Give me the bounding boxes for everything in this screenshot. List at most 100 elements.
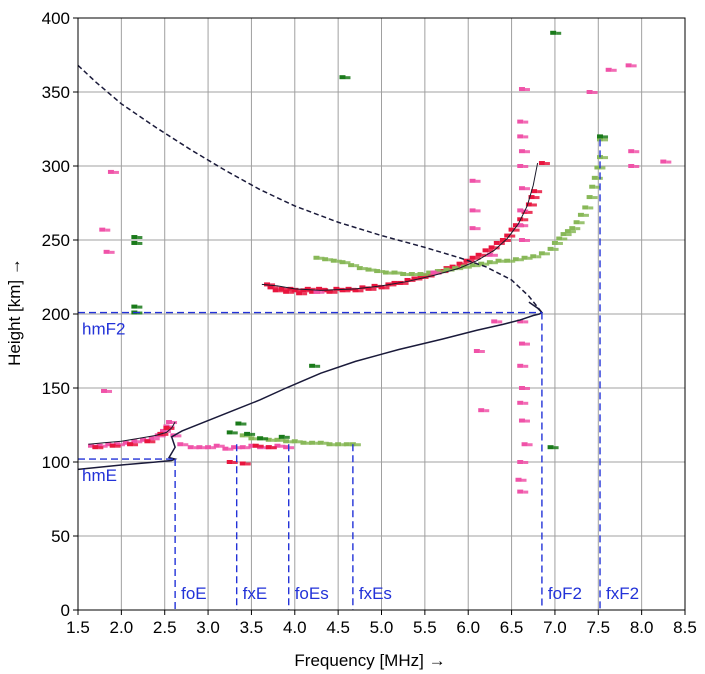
data-point: [99, 227, 106, 232]
data-point: [113, 170, 119, 174]
data-point: [211, 446, 217, 450]
data-point: [258, 444, 264, 448]
y-tick-label: 100: [42, 453, 70, 472]
data-point: [547, 445, 554, 450]
data-point: [287, 286, 294, 291]
y-tick-label: 200: [42, 305, 70, 324]
data-point: [475, 227, 481, 231]
data-point: [245, 446, 251, 450]
e-trace-fit: [88, 421, 176, 445]
data-point: [165, 429, 171, 433]
x-tick-label: 7.5: [586, 618, 610, 637]
data-point: [517, 363, 524, 368]
data-point: [98, 446, 104, 450]
data-point: [120, 443, 126, 447]
data-point: [348, 263, 355, 268]
data-point: [666, 160, 672, 164]
data-point: [481, 253, 487, 257]
data-point: [137, 236, 143, 240]
data-point: [365, 286, 372, 291]
data-point: [521, 442, 528, 447]
data-point: [300, 440, 307, 445]
data-point: [289, 290, 295, 294]
data-point: [524, 387, 530, 390]
data-point: [131, 304, 138, 309]
data-point: [536, 255, 542, 259]
data-point: [284, 435, 290, 439]
data-point: [131, 240, 138, 245]
data-point: [475, 179, 481, 183]
data-point: [603, 156, 609, 160]
data-point: [484, 409, 490, 413]
data-point: [499, 238, 506, 242]
data-point: [488, 245, 495, 250]
data-point: [475, 264, 481, 268]
data-point: [105, 442, 112, 447]
data-point: [553, 446, 559, 450]
data-point: [515, 477, 522, 482]
data-point: [538, 251, 545, 256]
series-noise: [99, 63, 672, 494]
data-point: [586, 90, 593, 94]
data-point: [473, 349, 480, 353]
data-point: [547, 246, 554, 251]
data-point: [339, 288, 346, 293]
data-point: [306, 441, 312, 445]
data-point: [280, 444, 286, 448]
data-point: [332, 290, 338, 294]
data-point: [458, 267, 464, 271]
data-point: [107, 389, 113, 393]
data-point: [600, 166, 606, 170]
data-point: [408, 272, 415, 277]
data-point: [248, 443, 255, 448]
data-point: [328, 258, 334, 262]
data-point: [278, 286, 285, 291]
data-point: [426, 270, 433, 275]
data-point: [527, 210, 533, 214]
data-point: [594, 165, 601, 170]
data-point: [583, 213, 589, 217]
data-point: [267, 285, 274, 290]
y-tick-label: 350: [42, 83, 70, 102]
data-point: [521, 478, 527, 482]
data-point: [597, 134, 604, 139]
data-point: [309, 440, 316, 445]
data-point: [232, 461, 238, 464]
data-point: [603, 138, 609, 142]
data-point: [103, 249, 110, 254]
data-point: [566, 233, 572, 237]
x-tick-label: 7.0: [543, 618, 567, 637]
data-point: [538, 161, 545, 166]
x-tick-label: 2.0: [110, 618, 134, 637]
data-point: [382, 270, 389, 275]
data-point: [354, 264, 360, 268]
axis-ticks: 1.5 2.0 2.5 3.0 3.5 4.0 4.5 5.0 5.5 6.0 6.5 7.0 7.5 8…: [42, 9, 697, 637]
data-point: [323, 441, 329, 445]
data-point: [131, 235, 138, 240]
data-point: [335, 442, 342, 447]
data-point: [544, 162, 550, 166]
data-point: [144, 439, 151, 444]
data-point: [196, 445, 203, 450]
x-tick-label: 3.0: [196, 618, 220, 637]
series-X-dark: [131, 30, 609, 450]
data-point: [523, 218, 529, 222]
data-point: [423, 273, 429, 277]
data-point: [193, 446, 199, 450]
data-point: [330, 258, 337, 263]
data-point: [518, 149, 525, 154]
data-point: [248, 436, 255, 441]
data-point: [362, 267, 368, 271]
data-point: [417, 272, 424, 277]
data-point: [339, 75, 346, 80]
data-point: [505, 239, 511, 242]
y-tick-label: 50: [51, 527, 70, 546]
data-point: [406, 273, 412, 277]
data-point: [202, 446, 208, 450]
data-point: [187, 445, 194, 450]
data-point: [631, 64, 637, 68]
data-point: [289, 440, 295, 444]
data-point: [313, 255, 320, 260]
data-point: [430, 270, 437, 275]
data-point: [237, 446, 243, 450]
